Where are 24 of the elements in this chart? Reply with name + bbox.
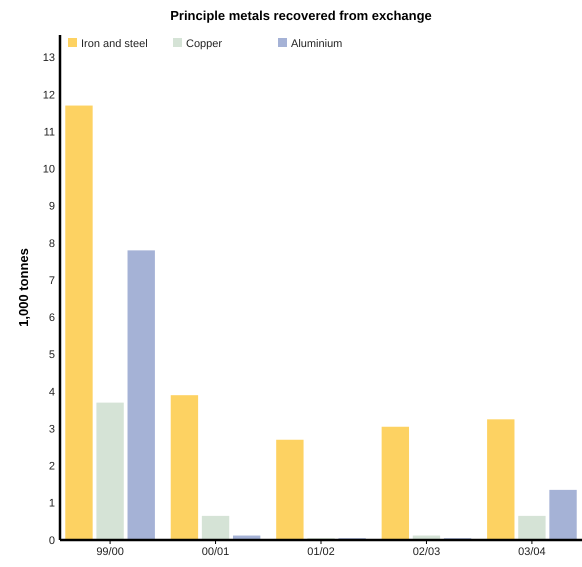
y-tick-label: 8 — [48, 238, 55, 250]
x-tick-label: 00/01 — [202, 546, 230, 558]
legend-label: Copper — [186, 38, 222, 50]
y-tick-label: 3 — [48, 423, 55, 436]
y-tick-label: 2 — [48, 460, 55, 473]
x-tick-label: 03/04 — [518, 546, 546, 558]
y-tick-label: 6 — [48, 312, 55, 324]
y-tick-label: 4 — [48, 386, 55, 398]
y-tick-label: 0 — [48, 534, 55, 547]
y-tick-label: 12 — [42, 89, 55, 102]
x-tick-label: 99/00 — [96, 546, 124, 558]
legend-label: Iron and steel — [81, 38, 148, 50]
y-axis-title: 1,000 tonnes — [16, 248, 31, 327]
y-tick-label: 10 — [42, 164, 55, 176]
legend-label: Aluminium — [291, 38, 342, 50]
y-tick-label: 7 — [48, 274, 55, 287]
x-tick-label: 01/02 — [307, 546, 335, 558]
y-tick-label: 5 — [48, 349, 55, 362]
y-tick-label: 1 — [48, 498, 55, 510]
y-tick-label: 11 — [44, 126, 55, 138]
x-tick-label: 02/03 — [412, 546, 440, 558]
y-tick-label: 13 — [42, 52, 55, 64]
chart-title: Principle metals recovered from exchange — [170, 8, 432, 23]
y-tick-label: 9 — [48, 200, 55, 213]
